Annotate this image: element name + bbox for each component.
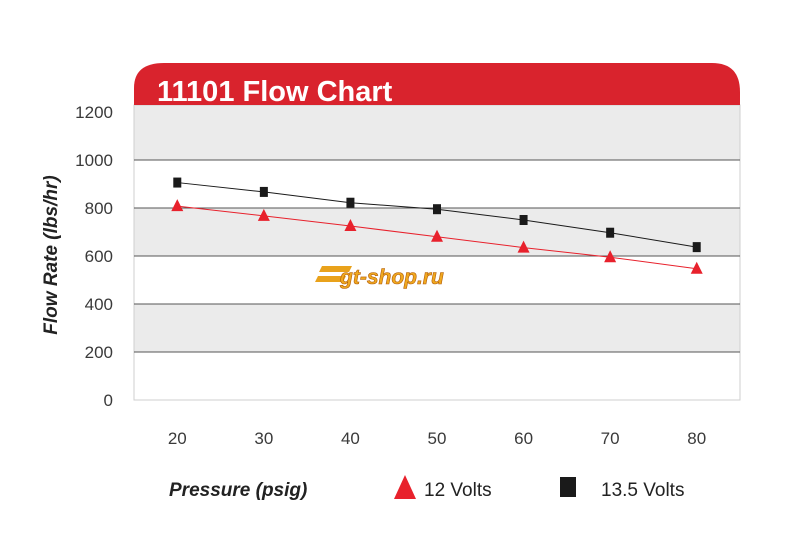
data-point-triangle: [604, 250, 617, 263]
x-tick-label: 80: [687, 429, 706, 448]
legend-marker-triangle: [394, 475, 416, 499]
x-tick-label: 70: [601, 429, 620, 448]
data-point-triangle: [690, 261, 703, 274]
y-tick-label: 0: [104, 391, 113, 410]
title-bar: [134, 63, 740, 105]
plot-band: [134, 105, 740, 160]
x-axis-label: Pressure (psig): [169, 480, 307, 501]
data-point-square: [346, 197, 355, 208]
y-tick-label: 600: [85, 247, 113, 266]
plot-band: [134, 304, 740, 352]
y-tick-label: 200: [85, 343, 113, 362]
x-tick-label: 40: [341, 429, 360, 448]
data-point-triangle: [344, 219, 357, 231]
y-axis-label: Flow Rate (lbs/hr): [41, 175, 62, 334]
chart-title: 11101 Flow Chart: [157, 76, 393, 108]
legend-label: 13.5 Volts: [601, 480, 684, 501]
y-axis-ticks: 0 200 400 600 800 1000 1200: [75, 103, 113, 410]
y-tick-label: 400: [85, 295, 113, 314]
legend: 12 Volts 13.5 Volts: [394, 475, 684, 501]
watermark-text: gt-shop.ru: [339, 266, 444, 289]
data-point-square: [692, 242, 701, 253]
gridlines: [134, 159, 740, 353]
plot-band: [134, 160, 740, 208]
data-point-triangle: [257, 208, 270, 221]
data-point-square: [606, 227, 615, 238]
plot-band: [134, 352, 740, 400]
plot-background-bands: [133, 104, 741, 401]
data-point-square: [433, 204, 441, 215]
x-tick-label: 30: [254, 429, 273, 448]
data-point-square: [259, 186, 268, 197]
x-tick-label: 60: [514, 429, 533, 448]
watermark-logo: gt-shop.ru: [315, 266, 444, 289]
data-point-triangle: [517, 240, 530, 253]
data-point-triangle: [171, 199, 184, 212]
y-tick-label: 1200: [75, 103, 113, 122]
plot-band: [134, 256, 740, 304]
data-point-square: [173, 177, 182, 188]
y-tick-label: 800: [85, 199, 113, 218]
y-tick-label: 1000: [75, 151, 113, 170]
data-series: [171, 177, 703, 274]
data-point-square: [519, 215, 528, 225]
x-tick-label: 50: [428, 429, 447, 448]
data-point-triangle: [431, 229, 443, 242]
legend-marker-square: [560, 477, 576, 497]
legend-label: 12 Volts: [424, 480, 492, 501]
x-axis-ticks: 20 30 40 50 60 70 80: [168, 429, 706, 448]
x-tick-label: 20: [168, 429, 187, 448]
